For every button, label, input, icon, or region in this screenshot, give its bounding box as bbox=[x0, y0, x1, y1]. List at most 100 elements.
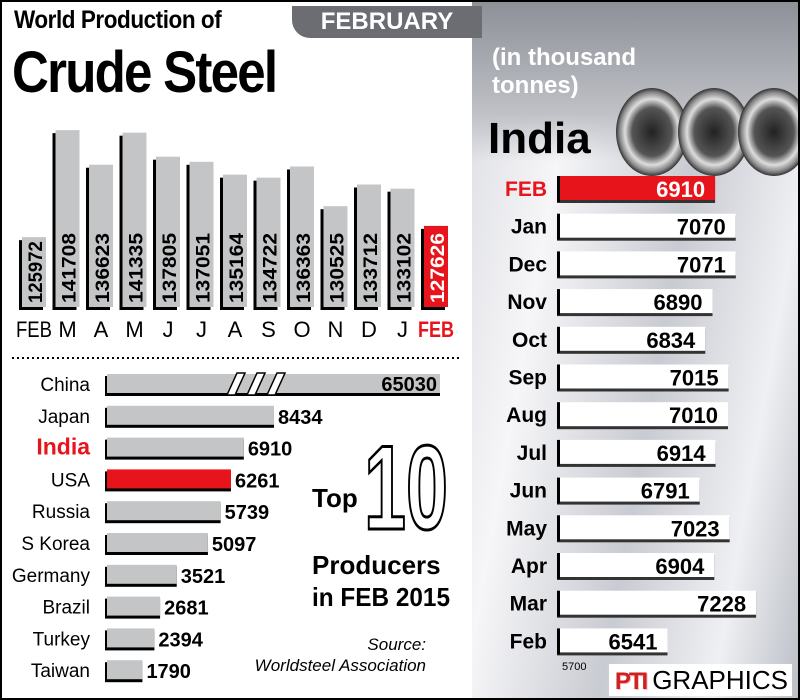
country-label: Japan bbox=[38, 407, 90, 428]
bar-value-label: 5097 bbox=[212, 534, 257, 556]
month-label: Aug bbox=[506, 404, 547, 427]
bar bbox=[107, 564, 177, 584]
axis-break-mark bbox=[225, 372, 247, 396]
bar bbox=[559, 553, 715, 577]
axis-tick bbox=[557, 176, 560, 202]
axis-tick bbox=[557, 402, 560, 429]
month-label: Jun bbox=[510, 480, 547, 503]
country-label: Turkey bbox=[33, 629, 91, 650]
axis-tick bbox=[557, 515, 560, 542]
month-tick-label: A bbox=[228, 317, 243, 342]
top10-title-number: 10 bbox=[364, 421, 448, 555]
month-label: Sep bbox=[508, 367, 547, 390]
top10-title-top: Top bbox=[312, 483, 358, 513]
bar bbox=[559, 289, 713, 314]
month-label: Mar bbox=[510, 593, 547, 616]
bar-value-label: 133102 bbox=[395, 233, 416, 303]
bar bbox=[559, 326, 706, 351]
bar-value-label: 2681 bbox=[164, 598, 209, 620]
axis-tick bbox=[557, 251, 560, 278]
country-label: China bbox=[40, 375, 90, 396]
month-tick-label: M bbox=[58, 317, 76, 342]
bar-value-label: 2394 bbox=[158, 629, 203, 651]
bar-value-label: 7015 bbox=[670, 366, 719, 391]
month-tick-label: D bbox=[361, 317, 377, 342]
bar-value-label: 6791 bbox=[641, 479, 690, 504]
bar bbox=[357, 184, 381, 307]
bar bbox=[559, 176, 716, 200]
month-tick-label: N bbox=[328, 317, 344, 342]
branding-text: GRAPHICS bbox=[652, 665, 788, 695]
month-label: Jul bbox=[517, 442, 547, 465]
bar bbox=[559, 213, 736, 238]
bar bbox=[559, 628, 668, 653]
period-banner: FEBRUARY 2015 bbox=[292, 6, 482, 67]
bar bbox=[55, 130, 80, 307]
country-label: India bbox=[36, 434, 90, 460]
month-label: Apr bbox=[511, 555, 547, 578]
month-tick-label: FEB bbox=[418, 317, 454, 342]
bar bbox=[559, 477, 700, 502]
steel-pipes-image bbox=[616, 88, 798, 176]
month-tick-label: J bbox=[196, 317, 207, 342]
bar-value-label: 7010 bbox=[669, 403, 718, 428]
bar-value-label: 65030 bbox=[381, 374, 437, 396]
country-label: Germany bbox=[12, 566, 91, 587]
bar-value-label: 8434 bbox=[278, 407, 323, 429]
bar bbox=[290, 166, 314, 307]
title-line2: Crude Steel bbox=[12, 40, 278, 105]
bar bbox=[107, 628, 155, 648]
month-tick-label: A bbox=[94, 317, 109, 342]
month-tick-label: FEB bbox=[16, 317, 52, 342]
month-label: Feb bbox=[510, 630, 547, 653]
bar bbox=[107, 660, 143, 680]
axis-tick bbox=[557, 439, 560, 466]
bar bbox=[559, 364, 729, 389]
top10-title-producers: Producers bbox=[312, 550, 441, 580]
bar bbox=[107, 469, 231, 489]
bar-value-label: 125972 bbox=[26, 241, 47, 303]
pipe-icon bbox=[678, 88, 750, 176]
bar-value-label: 7023 bbox=[671, 516, 720, 541]
month-label: May bbox=[506, 517, 547, 540]
units-line1: (in thousand bbox=[492, 44, 636, 71]
source-note: Source: Worldsteel Association bbox=[255, 634, 426, 676]
bar bbox=[559, 251, 736, 276]
bar bbox=[156, 156, 180, 307]
title-line1: World Production of bbox=[14, 6, 222, 34]
pipe-icon bbox=[616, 88, 688, 176]
bar-value-label: 134722 bbox=[261, 233, 282, 303]
axis-tick bbox=[557, 590, 560, 617]
bar-value-label: 6910 bbox=[248, 439, 293, 461]
bar-value-label: 130525 bbox=[328, 233, 349, 303]
bar bbox=[107, 437, 244, 457]
bar bbox=[107, 405, 274, 425]
bar bbox=[559, 402, 728, 427]
country-label: S Korea bbox=[21, 534, 90, 555]
bar-value-label: 136623 bbox=[93, 233, 114, 303]
pti-logo: PTI bbox=[614, 668, 648, 695]
bar-value-label: 5739 bbox=[225, 502, 270, 524]
bar-value-label: 6904 bbox=[655, 554, 705, 579]
bar-value-label: 7070 bbox=[677, 215, 726, 240]
bar-value-label: 133712 bbox=[361, 233, 382, 303]
month-tick-label: J bbox=[397, 317, 408, 342]
bar-value-label: 6541 bbox=[609, 629, 658, 654]
top10-title-period: in FEB 2015 bbox=[312, 582, 450, 612]
bar-value-label: 137051 bbox=[194, 233, 215, 303]
month-tick-label: J bbox=[163, 317, 174, 342]
axis-break-mark bbox=[245, 372, 267, 396]
month-label: Nov bbox=[507, 291, 547, 314]
bar-value-label: 141335 bbox=[127, 233, 148, 303]
bar bbox=[559, 515, 730, 540]
axis-tick bbox=[557, 628, 560, 655]
month-label: FEB bbox=[505, 178, 547, 201]
bar-value-label: 141708 bbox=[60, 233, 81, 303]
bar bbox=[89, 164, 113, 307]
bar-value-label: 7071 bbox=[677, 252, 726, 277]
bar-value-label: 135164 bbox=[227, 233, 248, 303]
bar bbox=[559, 439, 716, 464]
bar-value-label: 6914 bbox=[657, 441, 707, 466]
